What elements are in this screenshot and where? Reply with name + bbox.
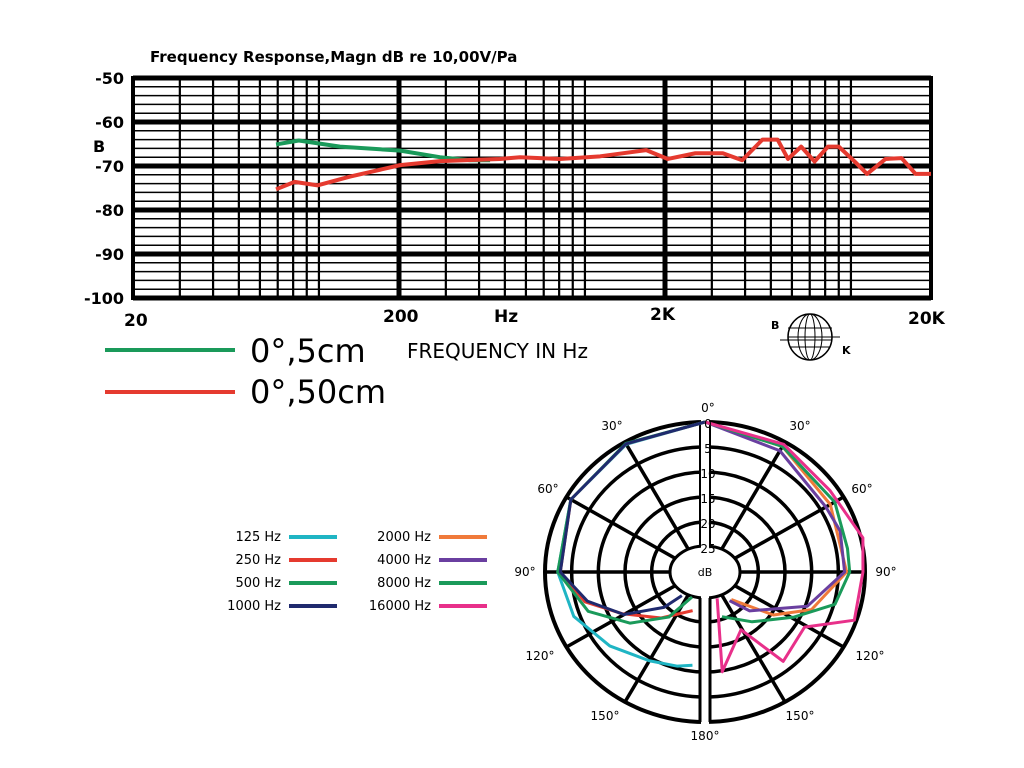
y-axis-label: B <box>93 137 105 156</box>
polar-angle-label: 150° <box>786 709 815 723</box>
polar-radial-label: 0 <box>704 417 712 431</box>
polar-angle-label: 0° <box>701 401 715 415</box>
y-tick-label: -60 <box>95 113 124 132</box>
polar-angle-label: 60° <box>537 482 558 496</box>
polar-radial-label: 5 <box>704 442 712 456</box>
polar-legend: 125 Hz 250 Hz 500 Hz 1000 Hz 2000 Hz 4000 Hz 8… <box>227 530 487 614</box>
bk-logo: B K <box>771 313 851 361</box>
polar-angle-label: 120° <box>526 649 555 663</box>
y-tick-label: -70 <box>95 157 124 176</box>
polar-radial-label: 20 <box>700 517 715 531</box>
y-tick-label: -100 <box>84 289 124 308</box>
polar-legend-label: 4000 Hz <box>377 553 431 568</box>
x-tick-label: 20 <box>124 311 148 331</box>
y-tick-label: -80 <box>95 201 124 220</box>
polar-spoke <box>565 495 679 562</box>
x-tick-label: 20K <box>908 309 946 329</box>
polar-legend-label: 16000 Hz <box>369 599 431 614</box>
polar-spoke <box>565 582 679 649</box>
polar-legend-label: 1000 Hz <box>227 599 281 614</box>
polar-legend-label: 125 Hz <box>235 530 281 545</box>
series-line-50cm <box>275 137 931 192</box>
polar-radial-label: 15 <box>700 492 715 506</box>
x-unit-label: Hz <box>494 307 518 327</box>
logo-letter-k: K <box>842 344 851 357</box>
response-curves <box>275 137 931 192</box>
legend-label-50cm: 0°,50cm <box>250 373 386 411</box>
plot-frame <box>131 76 933 300</box>
chart-title: Frequency Response,Magn dB re 10,00V/Pa <box>150 48 517 66</box>
polar-legend-label: 500 Hz <box>235 576 281 591</box>
polar-spoke <box>623 441 691 552</box>
y-ticks: -50 -60 -70 -80 -90 -100 <box>84 69 124 308</box>
polar-unit-label: dB <box>698 566 713 579</box>
x-tick-label: 2K <box>650 305 676 325</box>
polar-angle-label: 180° <box>691 729 720 743</box>
polar-radial-label: 25 <box>700 542 715 556</box>
polar-axis-gap <box>701 418 709 726</box>
logo-letter-b: B <box>771 319 779 332</box>
polar-curve-4000-hz <box>704 420 847 613</box>
polar-angle-label: 60° <box>851 482 872 496</box>
polar-legend-label: 8000 Hz <box>377 576 431 591</box>
polar-spoke <box>719 441 787 552</box>
legend-label-5cm: 0°,5cm <box>250 332 366 370</box>
polar-curve-1000-hz <box>558 420 706 616</box>
polar-plot <box>543 418 867 726</box>
response-grid <box>131 75 933 301</box>
polar-legend-label: 250 Hz <box>235 553 281 568</box>
polar-radial-label: 10 <box>700 467 715 481</box>
polar-angle-label: 90° <box>875 565 896 579</box>
polar-angle-label: 120° <box>856 649 885 663</box>
polar-curve-16000-hz <box>704 420 865 674</box>
polar-angle-label: 90° <box>514 565 535 579</box>
y-tick-label: -50 <box>95 69 124 88</box>
x-axis-label: FREQUENCY IN Hz <box>407 339 588 363</box>
polar-angle-label: 30° <box>601 419 622 433</box>
polar-angle-label: 30° <box>789 419 810 433</box>
x-tick-label: 200 <box>383 307 419 327</box>
polar-legend-label: 2000 Hz <box>377 530 431 545</box>
polar-curve-8000-hz <box>704 420 852 624</box>
polar-spoke <box>719 592 787 703</box>
polar-labels: 0° 30° 60° 90° 120° 150° 180° 30° 60° 90° 120° 150°… <box>514 401 896 743</box>
polar-spoke <box>731 582 845 649</box>
polar-angle-label: 150° <box>591 709 620 723</box>
y-tick-label: -90 <box>95 245 124 264</box>
polar-spoke <box>623 592 691 703</box>
